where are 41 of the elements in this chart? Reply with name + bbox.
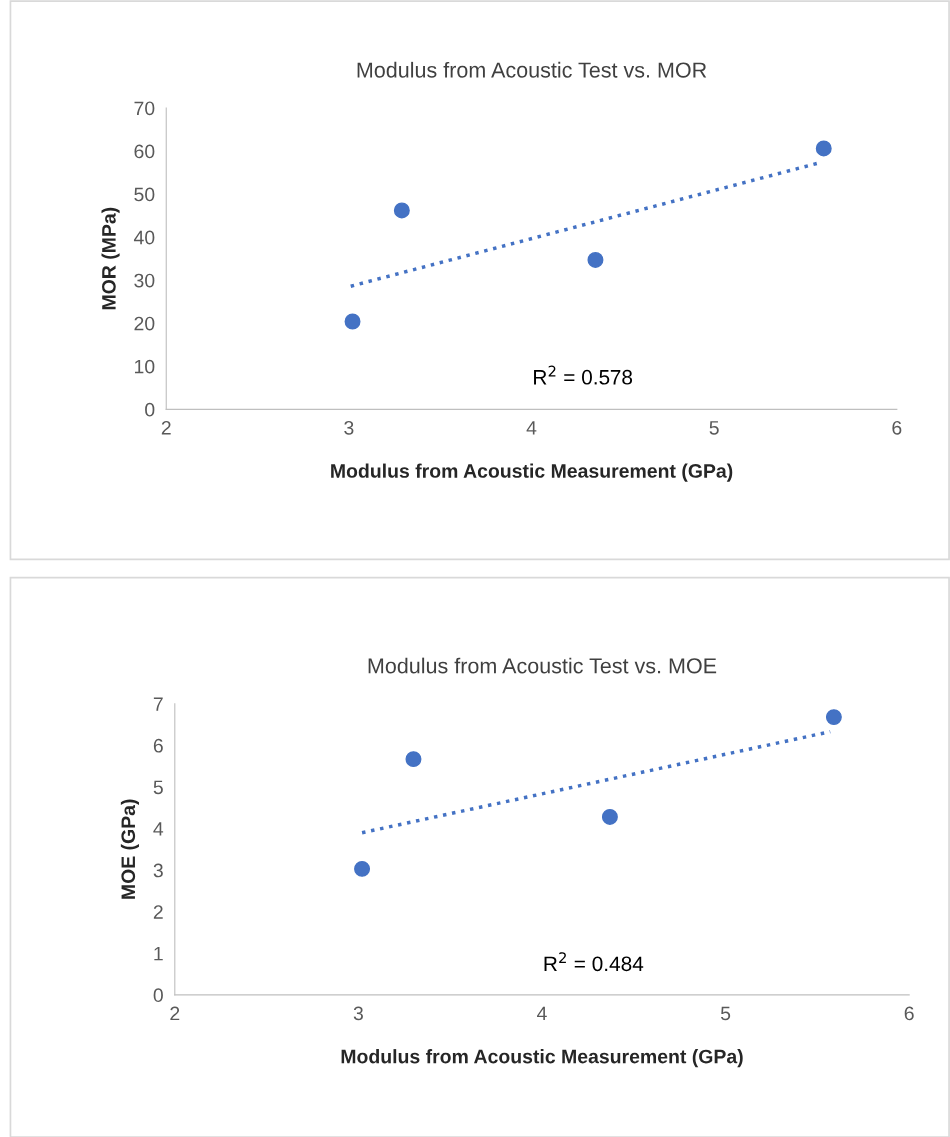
y-axis-title: MOE (GPa) xyxy=(120,799,139,899)
annotation: R$^{2}$ = 0.578 xyxy=(534,365,633,385)
annotation: R$^{2}$ = 0.484 xyxy=(544,952,644,972)
y-tick-label: 5 xyxy=(153,780,163,795)
y-tick-label: 0 xyxy=(145,402,155,417)
x-tick-label: 6 xyxy=(904,1006,914,1021)
x-tick-label: 4 xyxy=(537,1006,547,1021)
point xyxy=(815,140,832,157)
y-tick-label: 10 xyxy=(135,359,155,374)
y-tick-label: 4 xyxy=(153,822,164,836)
point xyxy=(393,202,410,219)
x-tick-label: 5 xyxy=(709,421,719,435)
y-tick-label: 50 xyxy=(134,187,155,202)
y-axis-title: MOR (MPa) xyxy=(101,207,120,310)
point xyxy=(344,313,361,330)
y-tick-label: 70 xyxy=(134,101,155,116)
point xyxy=(405,751,422,768)
y-tick-label: 3 xyxy=(153,863,163,878)
point xyxy=(354,860,371,877)
y-tick-label: 6 xyxy=(153,738,163,753)
y-tick-label: 40 xyxy=(133,230,155,245)
y-tick-label: 2 xyxy=(153,905,163,919)
x-tick-label: 6 xyxy=(892,420,902,435)
point xyxy=(825,709,842,726)
x-tick-label: 3 xyxy=(344,420,354,435)
y-tick-label: 60 xyxy=(134,144,155,159)
y-tick-label: 20 xyxy=(134,316,155,331)
y-tick-label: 30 xyxy=(134,273,155,288)
y-tick-label: 0 xyxy=(153,988,163,1003)
chart-title: Modulus from Acoustic Test vs. MOE xyxy=(368,657,717,674)
x-tick-label: 4 xyxy=(526,421,537,435)
point xyxy=(601,808,618,825)
x-tick-label: 2 xyxy=(170,1006,180,1021)
chart-title: Modulus from Acoustic Test vs. MOR xyxy=(357,61,707,78)
x-axis-title: Modulus from Acoustic Measurement (GPa) xyxy=(341,1049,743,1068)
x-tick-label: 5 xyxy=(720,1006,731,1021)
point xyxy=(587,251,604,268)
y-tick-label: 1 xyxy=(154,946,163,961)
x-tick-label: 3 xyxy=(353,1006,363,1021)
x-axis-title: Modulus from Acoustic Measurement (GPa) xyxy=(331,463,733,482)
y-tick-label: 7 xyxy=(153,697,163,711)
